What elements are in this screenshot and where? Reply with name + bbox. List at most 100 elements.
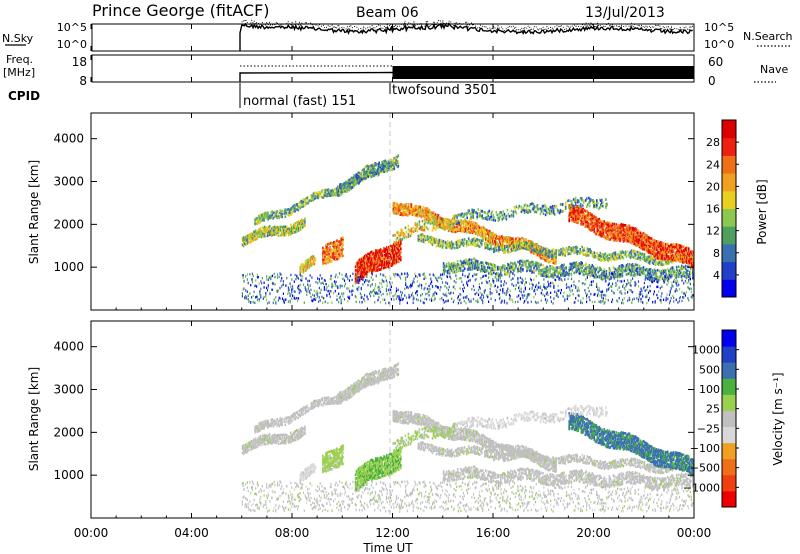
power-cell xyxy=(508,263,510,267)
power-cell xyxy=(393,211,396,215)
power-cell xyxy=(579,207,581,211)
power-cell xyxy=(453,230,456,234)
power-cell xyxy=(427,237,430,241)
power-cell xyxy=(608,257,611,260)
power-cell xyxy=(487,246,489,250)
power-cell xyxy=(342,254,344,258)
power-cell xyxy=(650,279,653,282)
power-cell xyxy=(253,236,256,239)
power-cell xyxy=(511,268,513,271)
power-cell xyxy=(490,269,492,273)
power-cell xyxy=(432,211,435,215)
power-cell xyxy=(692,252,694,255)
power-cell xyxy=(628,233,631,237)
power-cell xyxy=(349,186,351,189)
power-cell xyxy=(393,250,395,253)
power-cell xyxy=(687,261,689,265)
power-cell xyxy=(465,262,468,266)
power-cell xyxy=(457,269,460,273)
power-cell xyxy=(561,253,563,257)
power-cell xyxy=(585,262,588,265)
power-cell xyxy=(579,210,581,214)
power-cell xyxy=(584,209,587,213)
power-cell xyxy=(256,233,259,236)
power-cell xyxy=(551,274,553,277)
power-cell xyxy=(398,250,400,254)
power-cell xyxy=(644,245,647,249)
power-cell xyxy=(632,237,635,241)
power-cell xyxy=(636,229,639,232)
power-cell xyxy=(662,276,665,280)
power-cell xyxy=(576,211,578,215)
power-cell xyxy=(302,203,305,207)
power-cell xyxy=(668,245,671,248)
power-cell xyxy=(397,212,400,215)
power-cell xyxy=(252,230,255,233)
power-cell xyxy=(440,218,443,222)
power-cell xyxy=(422,233,425,237)
power-cell xyxy=(333,249,335,252)
power-cell xyxy=(470,258,473,262)
power-cell xyxy=(545,259,547,263)
power-cell xyxy=(568,266,570,269)
power-cell xyxy=(676,274,679,277)
power-cell xyxy=(641,247,644,251)
power-cell xyxy=(564,252,566,255)
power-cell xyxy=(495,240,497,244)
power-cell xyxy=(257,230,260,234)
power-cell xyxy=(641,267,644,271)
power-cell xyxy=(330,193,333,197)
power-cell xyxy=(685,258,687,261)
power-cell xyxy=(636,270,639,274)
power-cell xyxy=(654,244,657,247)
power-cell xyxy=(297,225,299,229)
power-cell xyxy=(587,203,589,206)
power-cell xyxy=(457,240,460,243)
power-cell xyxy=(583,219,585,223)
power-cell xyxy=(489,242,491,245)
power-cell xyxy=(621,226,624,230)
power-cell xyxy=(657,263,660,267)
power-cell xyxy=(503,236,505,239)
power-cell xyxy=(460,242,463,246)
power-cell xyxy=(363,176,365,180)
power-cell xyxy=(660,274,663,278)
power-cell xyxy=(602,255,605,258)
power-cell xyxy=(386,252,388,256)
power-cell xyxy=(598,254,601,257)
power-cell xyxy=(682,265,685,269)
power-cell xyxy=(674,275,677,278)
power-cell xyxy=(631,255,634,258)
power-cell xyxy=(400,242,402,246)
power-cell xyxy=(374,168,376,171)
power-cell xyxy=(673,257,676,260)
power-cell xyxy=(570,202,573,205)
power-cell xyxy=(570,211,572,215)
power-cell xyxy=(322,255,324,258)
power-cell xyxy=(292,230,294,233)
power-cell xyxy=(422,211,425,215)
power-cell xyxy=(540,263,542,266)
power-cell xyxy=(487,229,489,233)
power-cell xyxy=(387,251,389,255)
power-cell xyxy=(634,233,637,236)
power-cell xyxy=(483,210,486,214)
power-cell xyxy=(681,251,684,254)
power-cell xyxy=(322,194,325,197)
power-cell xyxy=(540,210,543,213)
power-cell xyxy=(408,206,411,209)
power-cell xyxy=(479,234,482,238)
power-cell xyxy=(603,259,606,263)
power-cell xyxy=(491,236,493,240)
power-cell xyxy=(692,273,694,276)
power-cell xyxy=(378,262,381,266)
power-cell xyxy=(506,237,508,241)
power-cell xyxy=(386,247,388,251)
power-cell xyxy=(648,258,651,261)
power-cell xyxy=(651,269,654,272)
power-cell xyxy=(687,249,689,253)
power-cell xyxy=(559,272,561,275)
power-cell xyxy=(481,267,484,271)
power-cell xyxy=(431,236,434,240)
power-cell xyxy=(429,236,432,240)
